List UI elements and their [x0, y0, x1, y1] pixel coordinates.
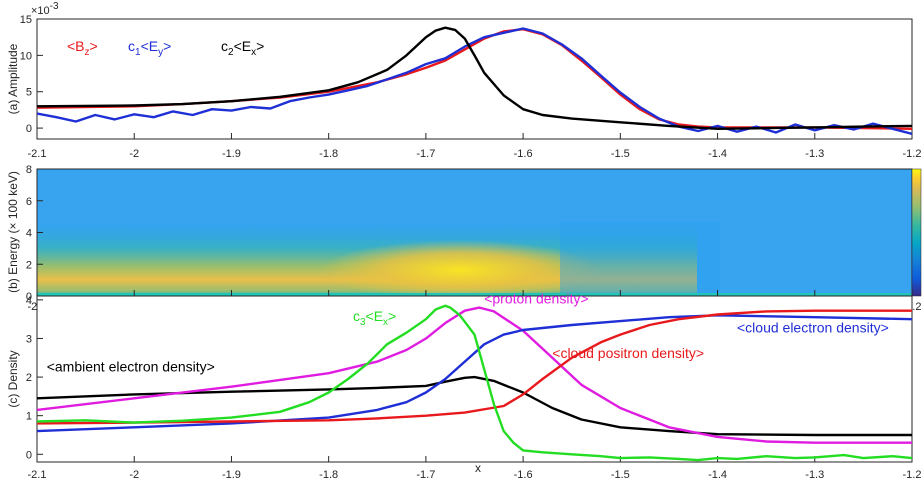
legend-c2-ex: c2<Ex>	[221, 38, 264, 58]
y-tick-label: 2	[26, 259, 32, 271]
panel-a-series	[37, 26, 912, 136]
y-tick-label: 0	[26, 291, 32, 303]
x-tick-label: -1.8	[319, 148, 338, 160]
y-tick-label: 4	[26, 228, 32, 240]
panel-a-y-ticks: 0 5 10 15	[20, 14, 43, 135]
y-tick-label: 15	[20, 14, 32, 26]
panel-a-ylabel: (a) Amplitude	[6, 43, 20, 114]
series-line-1	[37, 27, 912, 136]
y-tick-label: 3	[26, 333, 32, 345]
x-tick-label: -1.2	[903, 469, 922, 481]
y-tick-label: 0	[26, 123, 32, 135]
panel-c-ylabel: (c) Density	[6, 350, 20, 407]
x-tick-label: -1.6	[514, 469, 533, 481]
panel-a-legend: <Bz> c1<Ey> c2<Ex>	[67, 38, 264, 58]
series-line-2	[37, 314, 912, 433]
legend-c1-ey: c1<Ey>	[128, 38, 171, 58]
annotation-cloud-positron: <cloud positron density>	[552, 345, 704, 361]
panel-c-y-ticks: 0 1 2 3 4	[26, 295, 43, 461]
x-tick-label: -1.5	[611, 148, 630, 160]
x-tick-label: -1.4	[708, 148, 727, 160]
x-tick-label: -1.3	[805, 469, 824, 481]
legend-bz: <Bz>	[67, 38, 98, 58]
x-tick-label: -2	[129, 469, 139, 481]
x-tick-label: -1.8	[319, 469, 338, 481]
panel-b-ylabel: (b) Energy (× 100 keV)	[6, 171, 20, 293]
panel-b-y-ticks: 0 2 4 6 8	[26, 164, 43, 303]
x-tick-label: -1.3	[805, 148, 824, 160]
y-tick-label: 0	[26, 449, 32, 461]
y-tick-label: 10	[20, 50, 32, 62]
series-line-1	[37, 306, 912, 444]
panel-c-series	[37, 304, 912, 462]
series-line-0	[37, 375, 912, 437]
panel-a-x-ticks: -2.1 -2 -1.9 -1.8 -1.7 -1.6 -1.5 -1.4 -1.3 -1.2	[28, 133, 922, 160]
x-tick-label: -1.4	[708, 469, 727, 481]
y-tick-label: 2	[26, 372, 32, 384]
annotation-c3-ex: c3<Ex>	[353, 308, 396, 328]
colorbar	[911, 168, 922, 297]
series-line-2	[37, 26, 912, 131]
x-tick-label: -1.9	[222, 148, 241, 160]
x-tick-label: -1.2	[903, 148, 922, 160]
y-tick-label: 8	[26, 164, 32, 176]
panel-a-exponent: ×10-3	[31, 1, 59, 17]
y-tick-label: 4	[26, 295, 32, 307]
panel-c-density: 0 1 2 3 4 -2.1 -2 -1.9 -1.8 -1.7 -1.6 -1.5 -1.4 -1.3…	[6, 291, 921, 481]
x-tick-label: -1.9	[222, 469, 241, 481]
x-tick-label: -1.6	[514, 148, 533, 160]
x-tick-label: -2.1	[28, 148, 47, 160]
series-line-3	[37, 309, 912, 425]
annotation-ambient-electron: <ambient electron density>	[47, 358, 215, 374]
y-tick-label: 1	[26, 411, 32, 423]
x-tick-label: -1.5	[611, 469, 630, 481]
series-line-4	[37, 304, 912, 462]
heatmap-image	[37, 169, 912, 296]
y-tick-label: 5	[26, 87, 32, 99]
x-tick-label: -1.7	[416, 469, 435, 481]
x-tick-label: -1.7	[416, 148, 435, 160]
annotation-cloud-electron: <cloud electron density>	[737, 320, 889, 336]
panel-a-amplitude: 0 5 10 15 -2.1 -2 -1.9 -1.8 -1.7 -1.6 -1.5 -1.4 -1.…	[6, 1, 921, 160]
panel-a-plot-area	[36, 18, 913, 140]
x-tick-label: -2	[129, 148, 139, 160]
y-tick-label: 6	[26, 196, 32, 208]
annotation-proton: <proton density>	[484, 291, 588, 307]
panel-c-x-ticks: -2.1 -2 -1.9 -1.8 -1.7 -1.6 -1.5 -1.4 -1.3 -1.2	[28, 456, 922, 481]
x-tick-label: -2.1	[28, 469, 47, 481]
panel-c-annotations: <ambient electron density> <proton densi…	[47, 291, 889, 375]
panel-c-xlabel: x	[475, 461, 481, 475]
